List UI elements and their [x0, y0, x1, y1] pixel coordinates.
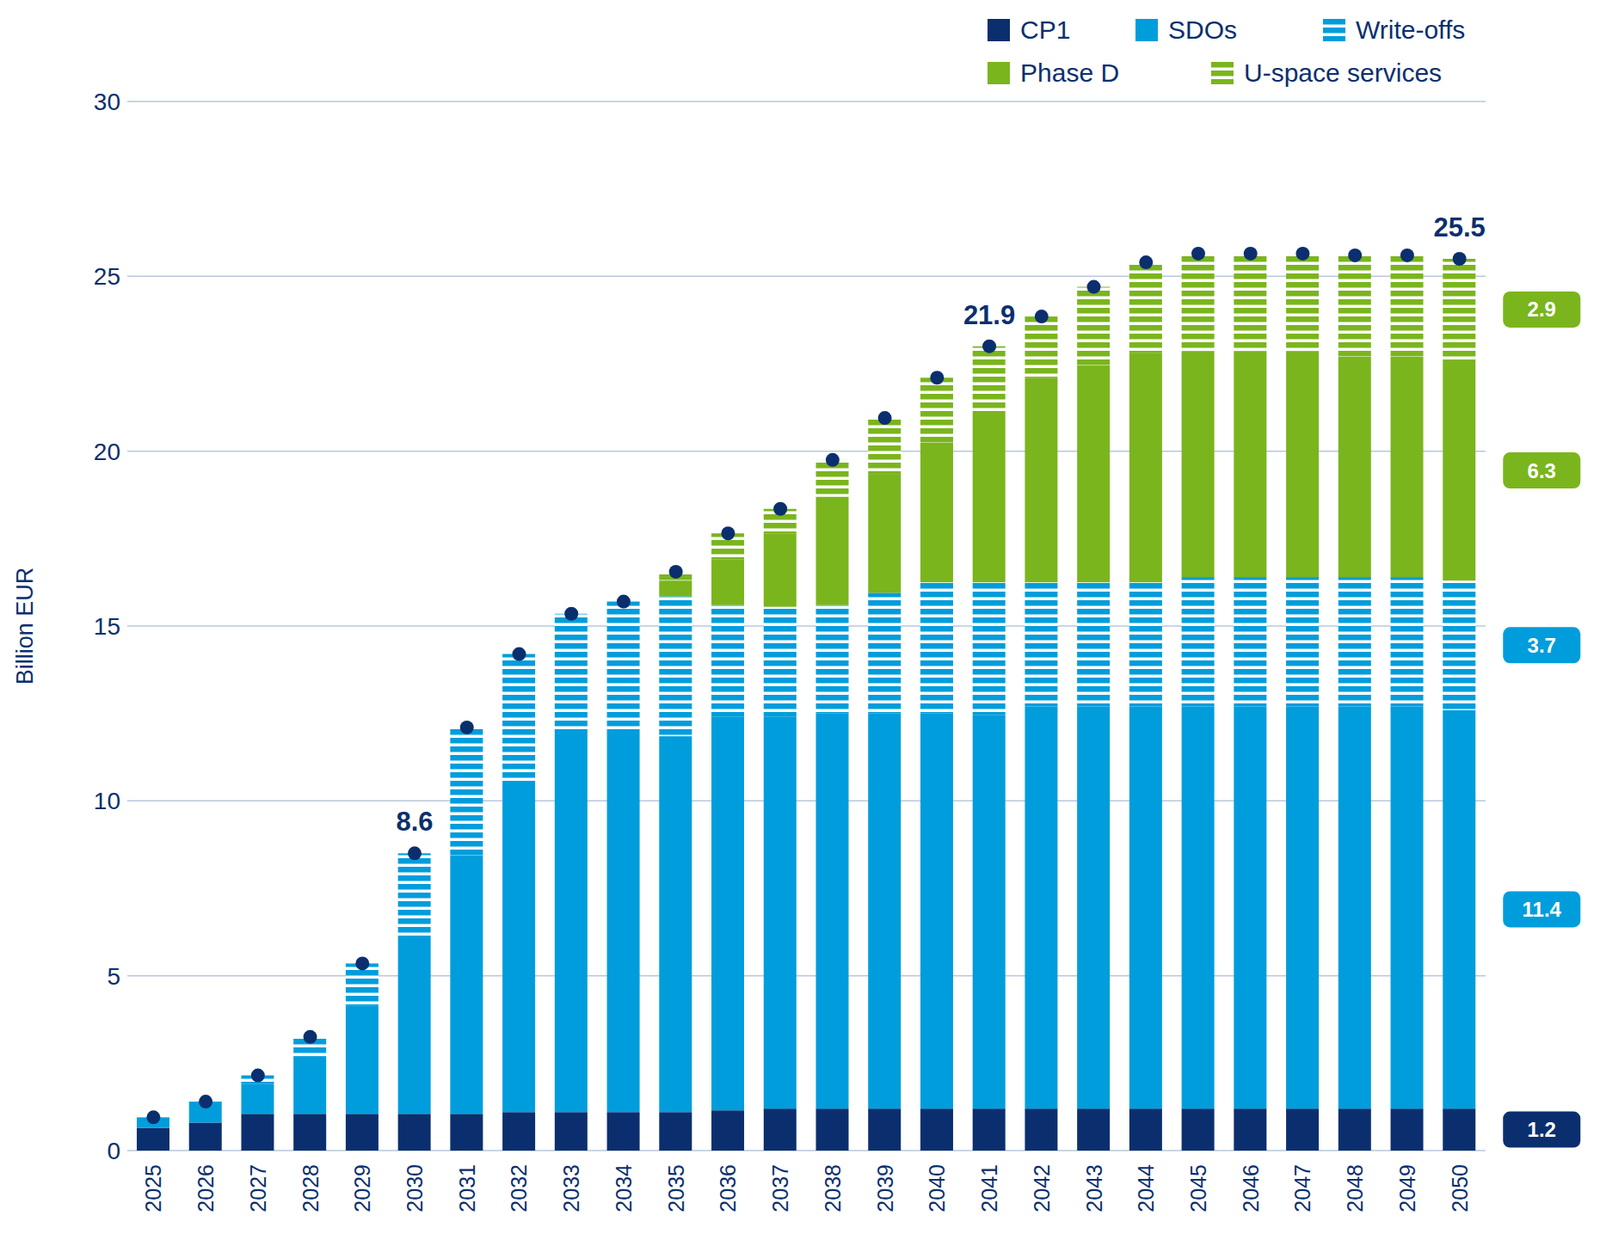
- html-text:CP1: CP1: [1020, 15, 1071, 44]
- svg-text:6.3: 6.3: [1527, 459, 1557, 483]
- svg-text:21.9: 21.9: [963, 300, 1016, 331]
- svg-text:3.7: 3.7: [1527, 633, 1557, 658]
- svg-text:20: 20: [93, 438, 121, 466]
- svg-text:2047: 2047: [1290, 1164, 1315, 1213]
- svg-text:2032: 2032: [506, 1164, 531, 1213]
- svg-text:2035: 2035: [664, 1164, 689, 1213]
- svg-text:11.4: 11.4: [1522, 898, 1563, 922]
- svg-text:2046: 2046: [1238, 1164, 1263, 1213]
- svg-text:10: 10: [93, 787, 121, 815]
- svg-text:2043: 2043: [1082, 1164, 1107, 1213]
- svg-text:2036: 2036: [715, 1164, 740, 1213]
- svg-text:2030: 2030: [402, 1164, 427, 1213]
- svg-text:25: 25: [93, 263, 121, 290]
- svg-text:2049: 2049: [1395, 1164, 1420, 1213]
- svg-text:2042: 2042: [1029, 1164, 1054, 1213]
- svg-text:2039: 2039: [873, 1164, 898, 1213]
- svg-text:2050: 2050: [1447, 1164, 1472, 1213]
- svg-text:2031: 2031: [455, 1164, 480, 1213]
- svg-text:2029: 2029: [350, 1164, 375, 1213]
- svg-text:2027: 2027: [246, 1164, 271, 1213]
- svg-text:2038: 2038: [820, 1164, 845, 1213]
- svg-text:2044: 2044: [1133, 1164, 1158, 1213]
- svg-text:2037: 2037: [768, 1164, 793, 1213]
- svg-text:2041: 2041: [977, 1164, 1002, 1213]
- svg-text:0: 0: [106, 1138, 121, 1165]
- svg-text:2033: 2033: [559, 1164, 584, 1213]
- svg-text:1.2: 1.2: [1527, 1118, 1557, 1142]
- svg-text:Billion EUR: Billion EUR: [12, 567, 38, 686]
- svg-text:2.9: 2.9: [1527, 297, 1557, 321]
- svg-text:30: 30: [93, 88, 121, 116]
- svg-text:15: 15: [93, 613, 121, 640]
- svg-text:2040: 2040: [924, 1164, 949, 1213]
- html-text:Phase D: Phase D: [1020, 58, 1120, 87]
- svg-text:2048: 2048: [1342, 1164, 1367, 1213]
- svg-text:2045: 2045: [1186, 1164, 1211, 1213]
- svg-text:2025: 2025: [141, 1164, 166, 1213]
- svg-text:2028: 2028: [298, 1164, 323, 1213]
- html-text:U-space services: U-space services: [1243, 58, 1442, 87]
- svg-text:2034: 2034: [611, 1164, 636, 1213]
- svg-text:2026: 2026: [193, 1164, 218, 1213]
- svg-text:8.6: 8.6: [395, 806, 433, 837]
- html-text:Write-offs: Write-offs: [1355, 15, 1466, 44]
- html-text:SDOs: SDOs: [1168, 15, 1237, 44]
- svg-text:25.5: 25.5: [1433, 212, 1485, 243]
- svg-text:5: 5: [106, 963, 121, 991]
